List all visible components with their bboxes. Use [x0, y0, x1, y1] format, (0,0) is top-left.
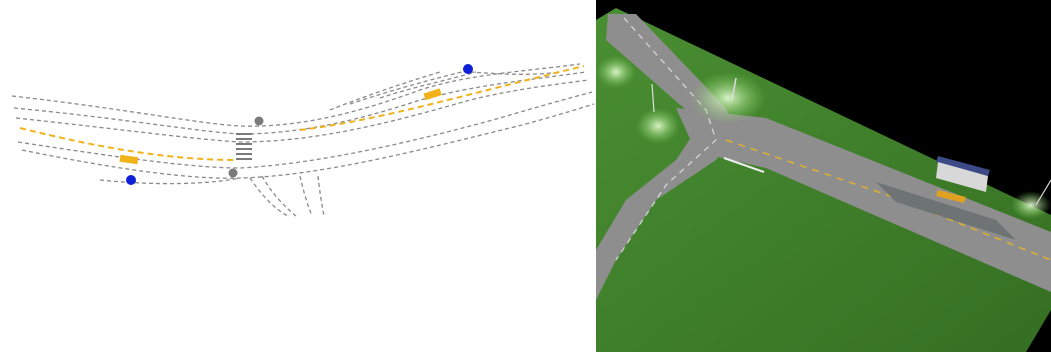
yellow-vehicle-icon	[119, 154, 139, 165]
lane-line-south-inner	[21, 103, 595, 179]
street-lamp-icon	[651, 83, 655, 113]
road-render-svg	[596, 0, 1051, 352]
grey-dot-icon	[254, 116, 264, 126]
lane-line-south-outer	[99, 177, 241, 185]
lane-line-merge-upper	[329, 71, 441, 111]
lane-line-merge-upper-2	[349, 69, 471, 105]
shelter-sign	[936, 190, 966, 203]
lane-line-south-branch-left-2	[261, 175, 297, 217]
yellow-vehicle-icon	[423, 88, 442, 101]
lane-lines	[11, 63, 595, 217]
road-main	[676, 108, 1051, 292]
street-lamps	[596, 56, 1051, 219]
shelter-body	[936, 162, 988, 192]
center-line-west	[19, 127, 237, 161]
road-schematic-svg	[11, 63, 595, 217]
grey-dot-icon	[228, 168, 238, 178]
point-markers	[126, 64, 473, 185]
center-line-east	[299, 65, 585, 131]
lane-line-north-outer	[11, 63, 581, 127]
road-lane-marking	[615, 17, 717, 261]
blue-dot-icon	[126, 175, 136, 185]
road-center-marking	[725, 139, 1051, 261]
bus-bay	[876, 182, 1016, 240]
crosswalk	[236, 133, 252, 160]
lane-line-top-right	[469, 71, 561, 75]
yellow-vehicle-markers	[119, 88, 442, 165]
lane-line-upper-mid	[15, 79, 589, 143]
road-render-panel	[596, 0, 1051, 352]
lane-line-south-branch-right	[299, 175, 313, 217]
blue-dot-icon	[463, 64, 473, 74]
lane-line-south-branch-left	[249, 177, 289, 217]
street-lamp-icon	[731, 77, 737, 101]
lane-line-south-branch-right-2	[317, 175, 325, 217]
road-schematic-panel	[11, 63, 595, 217]
street-lamp-icon	[1035, 179, 1051, 206]
lane-line-merge-upper-3	[379, 71, 477, 99]
lamp-glow	[636, 108, 680, 144]
lane-line-north-inner	[13, 71, 587, 135]
lamp-glow	[596, 56, 636, 88]
lamp-glow	[690, 72, 766, 124]
lamp-glow	[1011, 191, 1051, 219]
bus-stop-shelter-icon	[936, 156, 990, 203]
center-lines	[19, 65, 585, 161]
stop-line	[723, 157, 765, 173]
shelter-roof	[936, 156, 990, 176]
